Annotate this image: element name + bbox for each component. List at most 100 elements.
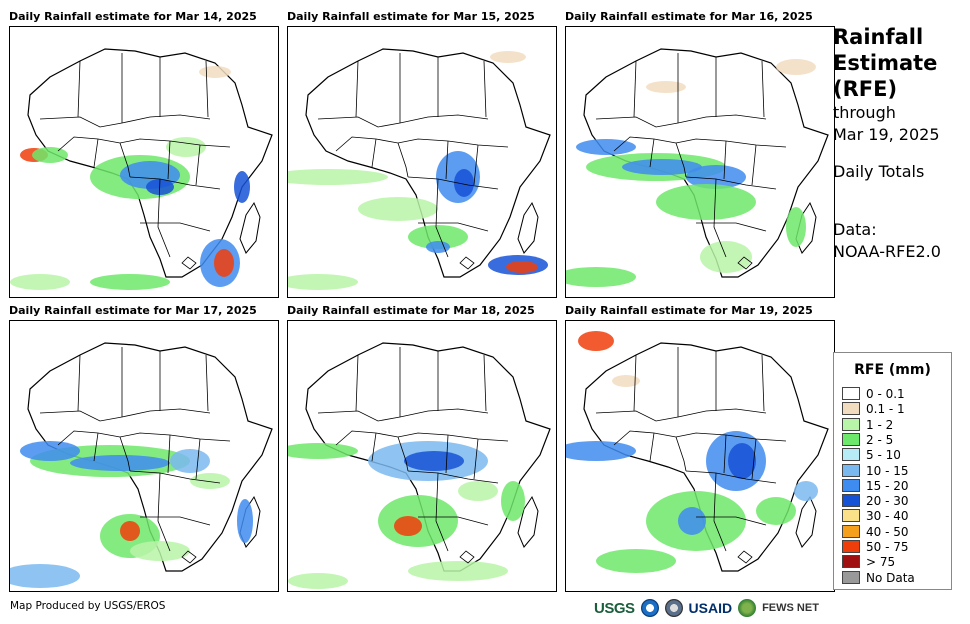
country-border (675, 436, 687, 472)
usgs-logo: USGS (594, 599, 635, 617)
rainfall-area (288, 169, 388, 185)
country-border (723, 434, 727, 474)
country-border (167, 434, 171, 474)
country-border (397, 436, 409, 472)
map-panel-mar15: Daily Rainfall estimate for Mar 15, 2025 (287, 10, 557, 298)
rainfall-map (9, 320, 279, 592)
rainfall-area (32, 147, 68, 163)
legend-label: 20 - 30 (866, 494, 909, 509)
legend-swatch (842, 478, 860, 492)
legend-item: 1 - 2 (842, 417, 894, 434)
legend-label: 0 - 0.1 (866, 387, 905, 401)
date-range-label: through (833, 103, 896, 122)
rainfall-area (404, 451, 464, 471)
country-border (435, 178, 449, 258)
country-border (613, 430, 787, 446)
rainfall-area (612, 375, 640, 387)
legend-item: No Data (842, 570, 915, 587)
country-border (418, 222, 489, 232)
country-border (195, 144, 201, 186)
panel-title: Daily Rainfall estimate for Mar 17, 2025 (9, 304, 257, 317)
country-border (435, 472, 449, 552)
country-border (407, 470, 499, 484)
rainfall-area (234, 171, 250, 203)
legend-swatch (842, 387, 860, 400)
madagascar (795, 495, 817, 548)
legend-swatch (842, 509, 860, 523)
country-border (649, 432, 655, 462)
legend-swatch (842, 524, 860, 538)
country-border (77, 354, 81, 412)
rainfall-area (394, 516, 422, 536)
country-border (685, 470, 777, 484)
rainfall-area (566, 441, 636, 461)
partner-logos: USGS USAID FEWS NET (594, 597, 819, 619)
rainfall-area (678, 507, 706, 535)
date-range-value: Mar 19, 2025 (833, 125, 940, 144)
rainfall-area (686, 165, 746, 189)
rainfall-map (287, 320, 557, 592)
rainfall-area (426, 241, 450, 253)
legend-item: > 75 (842, 555, 895, 571)
country-border (483, 354, 487, 412)
rainfall-area (10, 564, 80, 588)
rainfall-map (287, 26, 557, 298)
legend-label: 50 - 75 (866, 540, 909, 554)
country-border (371, 432, 377, 462)
rainfall-area (190, 473, 230, 489)
rainfall-area (214, 249, 234, 277)
rainfall-area (237, 499, 253, 543)
legend-swatch (842, 494, 860, 508)
legend-label: 1 - 2 (866, 417, 894, 432)
map-panel-mar19: Daily Rainfall estimate for Mar 19, 2025 (565, 304, 835, 592)
country-border (205, 354, 209, 412)
rainfall-area (756, 497, 796, 525)
rainfall-area (408, 225, 468, 249)
country-border (371, 138, 377, 168)
madagascar (239, 201, 261, 254)
legend-item: 10 - 15 (842, 463, 909, 480)
legend-label: > 75 (866, 555, 896, 570)
country-border (57, 430, 231, 446)
rainfall-area (288, 443, 358, 459)
legend-swatch (842, 555, 860, 569)
legend-item: 5 - 10 (842, 448, 901, 464)
country-border (685, 176, 777, 190)
legend-label: 0.1 - 1 (866, 402, 905, 417)
country-border (713, 178, 727, 258)
rainfall-area (646, 81, 686, 93)
legend-swatch (842, 417, 860, 431)
rainfall-area (358, 197, 438, 221)
country-border (761, 354, 765, 412)
legend-label: 15 - 20 (866, 478, 909, 493)
legend-item: 15 - 20 (842, 478, 909, 495)
map-panel-mar18: Daily Rainfall estimate for Mar 18, 2025 (287, 304, 557, 592)
legend-item: 30 - 40 (842, 509, 909, 525)
rainfall-area (288, 573, 348, 589)
legend-item: 2 - 5 (842, 432, 894, 449)
legend-label: No Data (866, 570, 915, 585)
country-border (93, 432, 99, 462)
legend-title: RFE (mm) (854, 362, 931, 378)
legend-swatch (842, 570, 860, 584)
country-border (57, 136, 231, 152)
country-border (140, 516, 211, 526)
country-border (633, 354, 637, 412)
country-border (723, 140, 727, 180)
country-border (129, 470, 221, 484)
legend-label: 5 - 10 (866, 448, 901, 463)
legend-swatch (842, 402, 860, 416)
country-border (355, 60, 359, 118)
main-title-line: Estimate (833, 51, 938, 75)
data-source-label: Data: (833, 220, 877, 239)
country-border (119, 142, 131, 178)
legend-label: 10 - 15 (866, 463, 909, 478)
legend-label: 2 - 5 (866, 432, 894, 447)
rainfall-area (656, 184, 756, 220)
rainfall-area (596, 549, 676, 573)
rainfall-area (786, 207, 806, 247)
usaid-logo: USAID (688, 600, 733, 616)
country-border (675, 142, 687, 178)
country-border (407, 176, 499, 190)
